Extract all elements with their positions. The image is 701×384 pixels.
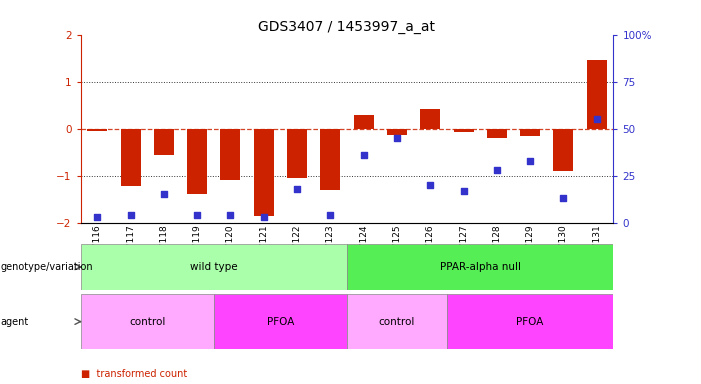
Text: PPAR-alpha null: PPAR-alpha null (440, 262, 521, 272)
Text: agent: agent (1, 316, 29, 327)
Point (125, 212, 136, 218)
Point (425, 182, 436, 188)
Bar (454, 129, 474, 132)
Bar (347, 244, 613, 290)
Bar (214, 294, 347, 349)
Bar (421, 109, 440, 129)
Point (158, 192, 170, 198)
Point (524, 157, 536, 164)
Bar (254, 129, 273, 216)
Text: ■  transformed count: ■ transformed count (81, 369, 187, 379)
Bar (154, 129, 174, 154)
Bar (554, 129, 573, 171)
Point (325, 212, 336, 218)
Bar (81, 294, 214, 349)
Point (92, 214, 103, 220)
Bar (520, 129, 540, 136)
Bar (320, 129, 341, 190)
Point (292, 186, 303, 192)
Point (358, 152, 369, 158)
Title: GDS3407 / 1453997_a_at: GDS3407 / 1453997_a_at (259, 20, 435, 33)
Point (225, 212, 236, 218)
Text: PFOA: PFOA (266, 316, 294, 327)
Bar (387, 129, 407, 135)
Text: PFOA: PFOA (517, 316, 544, 327)
Bar (447, 294, 613, 349)
Point (591, 116, 602, 122)
Point (558, 195, 569, 201)
Bar (354, 114, 374, 129)
Bar (221, 129, 240, 180)
Point (258, 214, 269, 220)
Bar (287, 129, 307, 178)
Text: control: control (379, 316, 415, 327)
Bar (81, 244, 347, 290)
Point (458, 188, 469, 194)
Point (391, 135, 402, 141)
Bar (121, 129, 140, 186)
Bar (486, 129, 507, 138)
Point (191, 212, 203, 218)
Point (491, 167, 503, 173)
Bar (88, 129, 107, 131)
Bar (347, 294, 447, 349)
Text: wild type: wild type (190, 262, 238, 272)
Text: control: control (129, 316, 165, 327)
Bar (187, 129, 207, 195)
Bar (587, 60, 606, 129)
Text: genotype/variation: genotype/variation (1, 262, 93, 272)
